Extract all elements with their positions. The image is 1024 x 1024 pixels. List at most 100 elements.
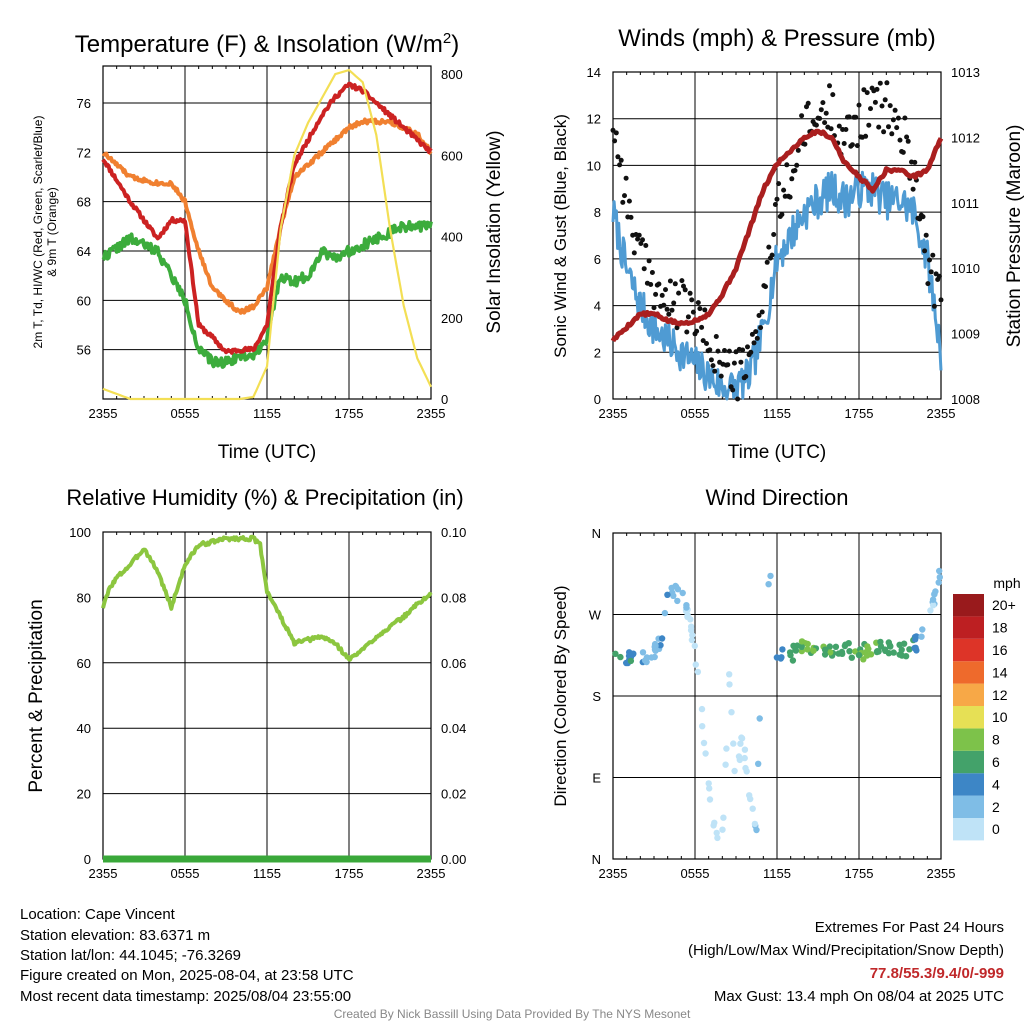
colorbar-swatch — [953, 773, 984, 796]
y-tick-label: 8 — [594, 205, 601, 220]
gust-point — [666, 311, 672, 317]
direction-point — [664, 591, 671, 598]
direction-point — [706, 785, 713, 792]
direction-point — [688, 623, 695, 630]
gust-point — [694, 328, 700, 334]
gust-point — [725, 362, 731, 368]
x-tick-label: 2355 — [599, 406, 628, 421]
gust-point — [879, 103, 885, 109]
direction-point — [882, 647, 889, 654]
colorbar-label: 6 — [992, 754, 1000, 770]
direction-point — [767, 572, 774, 580]
gust-point — [615, 154, 621, 160]
gust-point — [766, 244, 772, 250]
gust-point — [936, 273, 942, 279]
gust-point — [623, 175, 629, 181]
gust-point — [764, 259, 770, 265]
gust-point — [849, 142, 855, 148]
gust-point — [822, 120, 828, 126]
y2-tick-label: 0.02 — [441, 787, 466, 802]
y-tick-label: 76 — [77, 96, 91, 111]
direction-point — [714, 834, 721, 842]
gust-point — [743, 374, 749, 379]
direction-point — [804, 646, 811, 653]
x-tick-label: 1755 — [845, 866, 874, 881]
colorbar-label: 0 — [992, 821, 1000, 837]
gust-point — [664, 306, 670, 312]
colorbar-swatch — [953, 616, 984, 639]
gust-point — [789, 176, 795, 182]
direction-point — [778, 654, 785, 661]
direction-point — [699, 723, 706, 730]
direction-point — [755, 760, 762, 767]
gust-point — [772, 202, 778, 207]
direction-point — [798, 638, 806, 645]
direction-point — [658, 635, 666, 642]
gust-point — [892, 107, 898, 113]
y-tick-label: 20 — [77, 787, 91, 802]
direction-point — [706, 796, 714, 803]
gust-point — [912, 159, 918, 165]
direction-point — [630, 650, 637, 657]
y2-tick-label: 0.04 — [441, 721, 466, 736]
gust-point — [841, 141, 847, 146]
max-gust: Max Gust: 13.4 mph On 08/04 at 2025 UTC — [713, 988, 1004, 1005]
direction-point — [765, 581, 772, 588]
gust-point — [745, 344, 750, 350]
y-tick-label: 4 — [594, 299, 601, 314]
direction-point — [827, 649, 834, 656]
gust-point — [836, 123, 842, 129]
x-tick-label: 1155 — [253, 866, 281, 881]
direction-point — [756, 715, 763, 722]
direction-point — [890, 649, 897, 656]
direction-point — [700, 739, 708, 747]
colorbar-label: 16 — [992, 642, 1008, 658]
direction-point — [846, 648, 853, 655]
gust-point — [661, 302, 667, 308]
gust-point — [920, 214, 926, 220]
y-tick-label: E — [592, 771, 601, 786]
x-tick-label: 0555 — [171, 866, 200, 881]
y-tick-label: 10 — [587, 158, 601, 173]
direction-point — [705, 780, 712, 787]
gust-point — [753, 329, 759, 335]
direction-point — [723, 745, 730, 752]
gust-point — [646, 258, 652, 264]
gust-point — [910, 186, 916, 192]
y2-tick-label: 1012 — [951, 130, 980, 145]
x-tick-label: 1155 — [253, 406, 281, 421]
gust-point — [774, 196, 780, 202]
gust-point — [856, 102, 862, 108]
extremes-values: 77.8/55.3/9.4/0/-999 — [869, 965, 1004, 982]
gust-point — [622, 193, 627, 199]
direction-point — [906, 646, 913, 653]
direction-point — [886, 642, 894, 649]
gust-point — [872, 99, 878, 105]
gust-point — [671, 300, 677, 306]
gust-point — [894, 125, 900, 131]
colorbar-label: 20+ — [992, 597, 1016, 613]
y-tick-label: 100 — [69, 525, 91, 540]
direction-point — [841, 642, 849, 650]
direction-point — [936, 574, 943, 581]
y2-tick-label: 1009 — [951, 327, 980, 342]
series-line-red — [101, 81, 433, 355]
gust-point — [779, 212, 785, 217]
gust-point — [649, 270, 655, 275]
gust-point — [884, 80, 890, 86]
gust-point — [635, 236, 641, 242]
gust-point — [631, 250, 637, 256]
gust-point — [651, 305, 657, 311]
x-tick-label: 0555 — [171, 406, 200, 421]
direction-point — [661, 609, 669, 617]
gust-point — [756, 313, 762, 318]
direction-point — [855, 651, 863, 659]
gust-point — [889, 131, 895, 137]
gust-point — [726, 348, 732, 354]
direction-point — [719, 826, 726, 833]
gust-point — [620, 199, 626, 205]
direction-point — [804, 640, 811, 648]
gust-point — [710, 363, 716, 369]
y-tick-label: 68 — [77, 195, 91, 210]
